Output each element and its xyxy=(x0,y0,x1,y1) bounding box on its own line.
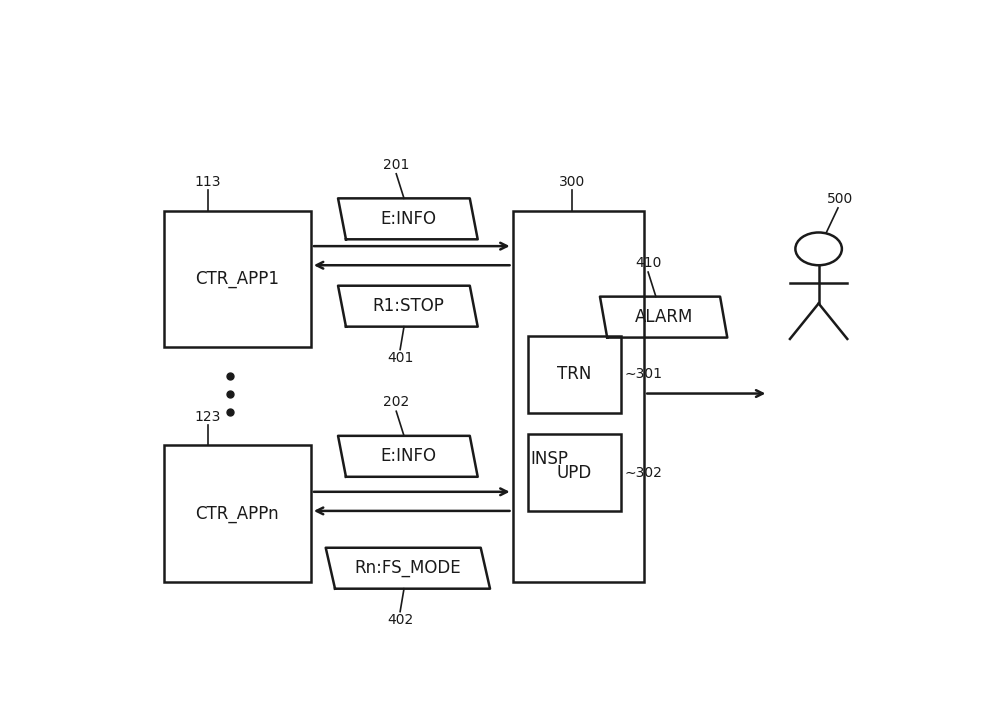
Text: CTR_APPn: CTR_APPn xyxy=(196,505,279,523)
Polygon shape xyxy=(600,296,727,337)
Bar xyxy=(528,435,621,511)
Text: 401: 401 xyxy=(387,352,413,365)
Bar xyxy=(512,211,644,582)
Text: 500: 500 xyxy=(827,191,853,206)
Bar xyxy=(164,211,311,347)
Polygon shape xyxy=(338,436,478,476)
Text: E:INFO: E:INFO xyxy=(380,447,436,465)
Text: ALARM: ALARM xyxy=(634,308,693,326)
Text: INSP: INSP xyxy=(530,450,568,469)
Text: TRN: TRN xyxy=(557,365,592,384)
Text: 202: 202 xyxy=(383,395,409,409)
Text: 402: 402 xyxy=(387,613,413,627)
Text: Rn:FS_MODE: Rn:FS_MODE xyxy=(355,559,461,577)
Text: 300: 300 xyxy=(559,175,585,189)
Polygon shape xyxy=(338,286,478,327)
Text: CTR_APP1: CTR_APP1 xyxy=(195,270,279,288)
Text: E:INFO: E:INFO xyxy=(380,210,436,228)
Polygon shape xyxy=(338,199,478,240)
Text: ∼301: ∼301 xyxy=(625,367,663,381)
Text: UPD: UPD xyxy=(557,464,592,481)
Text: 201: 201 xyxy=(383,157,409,172)
Bar xyxy=(164,445,311,582)
Text: 113: 113 xyxy=(195,175,221,189)
Text: 410: 410 xyxy=(635,256,661,270)
Text: R1:STOP: R1:STOP xyxy=(372,297,444,316)
Polygon shape xyxy=(326,548,490,588)
Text: ∼302: ∼302 xyxy=(625,466,663,480)
Bar xyxy=(528,336,621,413)
Text: 123: 123 xyxy=(195,410,221,424)
